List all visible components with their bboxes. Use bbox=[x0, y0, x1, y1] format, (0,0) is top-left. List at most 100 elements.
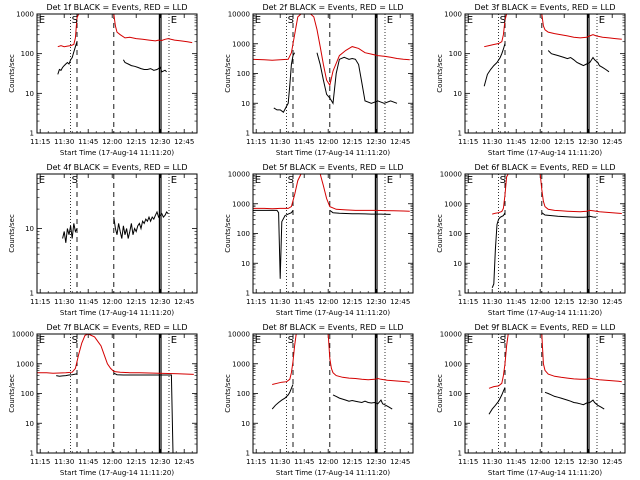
marker-label: E bbox=[387, 175, 393, 186]
series-line-lld bbox=[541, 14, 622, 40]
y-tick-label: 10 bbox=[453, 90, 462, 98]
x-tick-label: 12:00 bbox=[530, 138, 550, 146]
series-group bbox=[57, 14, 193, 75]
x-tick-label: 12:30 bbox=[578, 458, 598, 466]
x-tick-label: 11:15 bbox=[30, 298, 50, 306]
marker-label: E bbox=[171, 175, 177, 186]
series-line-events bbox=[62, 223, 78, 243]
y-tick-label: 1000 bbox=[232, 200, 250, 208]
x-tick-label: 11:45 bbox=[506, 138, 526, 146]
y-tick-label: 100 bbox=[449, 50, 462, 58]
x-tick-label: 12:45 bbox=[390, 138, 410, 146]
series-group bbox=[62, 210, 169, 243]
y-tick-label: 1 bbox=[30, 450, 34, 458]
chart-title: Det 8f BLACK = Events, RED = LLD bbox=[262, 323, 403, 332]
x-tick-label: 12:15 bbox=[554, 138, 574, 146]
marker-label: S bbox=[288, 175, 294, 186]
series-line-events bbox=[56, 373, 78, 377]
y-tick-label: 1 bbox=[458, 450, 462, 458]
series-group bbox=[253, 14, 410, 113]
x-tick-label: 12:30 bbox=[366, 138, 386, 146]
x-tick-label: 11:45 bbox=[78, 138, 98, 146]
x-tick-label: 12:45 bbox=[602, 138, 622, 146]
x-tick-label: 12:00 bbox=[318, 138, 338, 146]
y-tick-label: 10000 bbox=[228, 11, 250, 19]
y-tick-label: 10000 bbox=[440, 171, 462, 179]
x-tick-label: 11:15 bbox=[246, 458, 266, 466]
series-line-events bbox=[329, 209, 391, 215]
y-tick-label: 10 bbox=[241, 260, 250, 268]
y-tick-label: 1000 bbox=[232, 360, 250, 368]
series-line-events bbox=[122, 59, 167, 73]
x-axis-label: Start Time (17-Aug-14 11:11:20) bbox=[60, 469, 174, 477]
chart-title: Det 2f BLACK = Events, RED = LLD bbox=[262, 3, 403, 12]
y-tick-label: 10000 bbox=[12, 331, 34, 339]
x-tick-label: 12:30 bbox=[150, 458, 170, 466]
series-group bbox=[488, 334, 622, 415]
x-axis-label: Start Time (17-Aug-14 11:11:20) bbox=[276, 309, 390, 317]
x-tick-label: 11:45 bbox=[294, 138, 314, 146]
plot-frame bbox=[252, 13, 414, 134]
y-tick-label: 1 bbox=[246, 290, 250, 298]
x-tick-label: 11:45 bbox=[294, 298, 314, 306]
x-tick-label: 11:15 bbox=[246, 138, 266, 146]
series-line-lld bbox=[327, 334, 410, 383]
y-tick-label: 10 bbox=[25, 420, 34, 428]
series-line-events bbox=[488, 387, 506, 415]
y-tick-label: 1000 bbox=[444, 360, 462, 368]
series-line-events bbox=[483, 43, 506, 87]
y-tick-label: 10 bbox=[453, 420, 462, 428]
marker-label: S bbox=[72, 15, 78, 26]
marker-label: E bbox=[467, 15, 473, 26]
x-axis-label: Start Time (17-Aug-14 11:11:20) bbox=[60, 309, 174, 317]
series-line-events bbox=[113, 372, 174, 453]
x-tick-label: 11:30 bbox=[54, 138, 74, 146]
series-line-events bbox=[544, 391, 605, 410]
y-tick-label: 10000 bbox=[228, 331, 250, 339]
chart-panel-9: Det 9f BLACK = Events, RED = LLD Counts/s… bbox=[436, 323, 626, 477]
y-tick-label: 1 bbox=[458, 130, 462, 138]
chart-panel-6: Det 6f BLACK = Events, RED = LLD Counts/s… bbox=[436, 163, 626, 317]
x-tick-label: 12:45 bbox=[174, 458, 194, 466]
chart-panel-7: Det 7f BLACK = Events, RED = LLD Counts/s… bbox=[8, 323, 198, 477]
marker-label: E bbox=[39, 335, 45, 346]
marker-label: S bbox=[288, 15, 294, 26]
x-tick-label: 12:15 bbox=[126, 458, 146, 466]
y-tick-label: 1000 bbox=[444, 200, 462, 208]
series-group bbox=[483, 14, 622, 87]
x-tick-label: 11:45 bbox=[78, 298, 98, 306]
x-axis-label: Start Time (17-Aug-14 11:11:20) bbox=[488, 469, 602, 477]
chart-panel-8: Det 8f BLACK = Events, RED = LLD Counts/s… bbox=[224, 323, 414, 477]
x-axis-label: Start Time (17-Aug-14 11:11:20) bbox=[60, 149, 174, 157]
series-group bbox=[37, 334, 194, 453]
x-tick-label: 11:30 bbox=[482, 298, 502, 306]
x-tick-label: 12:30 bbox=[150, 138, 170, 146]
x-tick-label: 11:15 bbox=[458, 298, 478, 306]
x-tick-label: 12:00 bbox=[102, 138, 122, 146]
x-tick-label: 12:45 bbox=[390, 458, 410, 466]
x-tick-label: 11:30 bbox=[54, 298, 74, 306]
y-tick-label: 1000 bbox=[444, 11, 462, 19]
x-tick-label: 12:00 bbox=[318, 458, 338, 466]
y-tick-label: 100 bbox=[237, 230, 250, 238]
y-tick-label: 10 bbox=[241, 100, 250, 108]
x-tick-label: 11:15 bbox=[458, 138, 478, 146]
series-line-events bbox=[273, 52, 296, 113]
y-tick-label: 100 bbox=[237, 390, 250, 398]
x-axis-label: Start Time (17-Aug-14 11:11:20) bbox=[488, 309, 602, 317]
plot-frame bbox=[252, 173, 414, 294]
plot-frame bbox=[464, 13, 626, 134]
marker-label: E bbox=[467, 175, 473, 186]
y-axis-label: Counts/sec bbox=[224, 374, 232, 413]
x-tick-label: 12:00 bbox=[102, 458, 122, 466]
marker-label: E bbox=[39, 175, 45, 186]
marker-label: S bbox=[288, 335, 294, 346]
x-tick-label: 12:45 bbox=[174, 298, 194, 306]
x-tick-label: 12:30 bbox=[366, 298, 386, 306]
plot-frame bbox=[36, 173, 198, 294]
y-tick-label: 1 bbox=[30, 130, 34, 138]
x-tick-label: 11:15 bbox=[30, 138, 50, 146]
series-line-events bbox=[541, 212, 597, 218]
x-tick-label: 11:45 bbox=[506, 298, 526, 306]
